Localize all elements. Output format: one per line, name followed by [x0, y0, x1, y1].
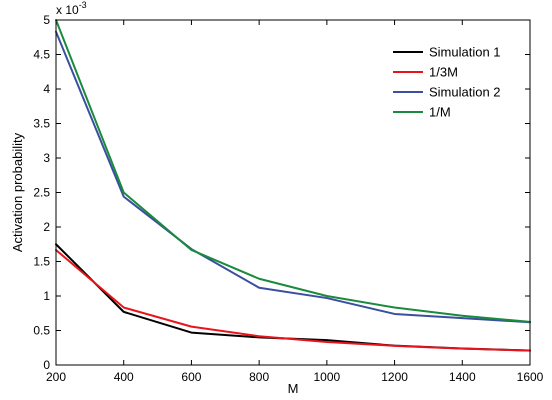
- series-layer: [55, 19, 531, 352]
- series-line-3: [55, 30, 531, 324]
- x-tick-label: 800: [249, 370, 269, 384]
- legend-label-2: 1/3M: [429, 65, 458, 80]
- y-tick-label: 2.5: [33, 186, 50, 200]
- y-tick-label: 3.5: [33, 117, 50, 131]
- y-axis-multiplier-base: x 10: [56, 3, 79, 17]
- y-tick-label: 5: [43, 13, 50, 27]
- legend: Simulation 1 1/3M Simulation 2 1/M: [393, 45, 501, 120]
- x-tick-label: 1400: [449, 370, 476, 384]
- y-tick-label: 1.5: [33, 255, 50, 269]
- x-tick-label: 600: [181, 370, 201, 384]
- y-axis-label: Activation probability: [10, 132, 25, 252]
- legend-label-3: Simulation 2: [429, 85, 501, 100]
- legend-label-1: Simulation 1: [429, 45, 501, 60]
- y-tick-label: 0.5: [33, 324, 50, 338]
- x-tick-label: 400: [114, 370, 134, 384]
- plot-area: [56, 20, 530, 365]
- x-tick-label: 1200: [381, 370, 408, 384]
- x-tick-label: 200: [46, 370, 66, 384]
- y-tick-label: 0: [43, 358, 50, 372]
- legend-label-4: 1/M: [429, 105, 451, 120]
- x-axis-label: M: [288, 381, 299, 396]
- y-tick-label: 1: [43, 289, 50, 303]
- axes-layer: 200 400 600 800 1000 1200 1400 1600 0 0.5 1 1.5 2 2.5…: [33, 13, 543, 384]
- x-tick-label: 1000: [314, 370, 341, 384]
- plot-background: [56, 20, 530, 365]
- series-line-2: [55, 248, 531, 352]
- y-tick-label: 3: [43, 151, 50, 165]
- y-tick-label: 4.5: [33, 48, 50, 62]
- y-tick-label: 4: [43, 82, 50, 96]
- series-line-4: [55, 19, 531, 323]
- x-tick-label: 1600: [517, 370, 544, 384]
- y-tick-label: 2: [43, 220, 50, 234]
- y-axis-multiplier: x 10-3: [56, 0, 87, 17]
- y-axis-multiplier-exponent: -3: [79, 0, 87, 10]
